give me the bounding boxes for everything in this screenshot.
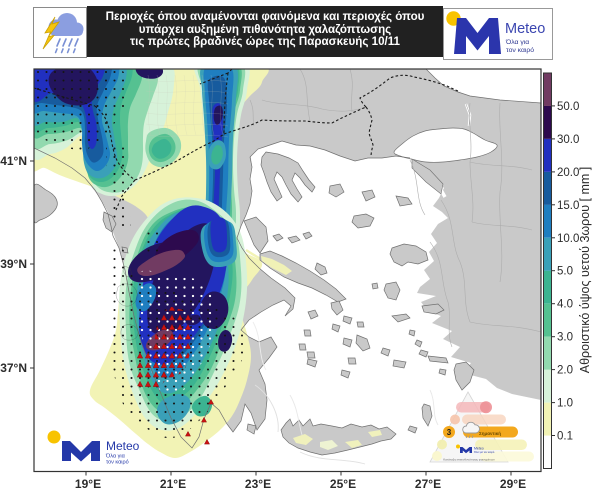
svg-text:Σημαντική: Σημαντική	[479, 431, 501, 436]
svg-text:29°E: 29°E	[500, 477, 526, 491]
svg-text:1.0: 1.0	[557, 398, 573, 410]
svg-text:20.0: 20.0	[557, 167, 579, 179]
svg-text:10.0: 10.0	[557, 233, 579, 245]
svg-text:Meteo: Meteo	[505, 21, 545, 37]
svg-text:50.0: 50.0	[557, 101, 579, 113]
svg-text:Όλα για: Όλα για	[105, 454, 126, 460]
svg-text:27°E: 27°E	[415, 477, 441, 491]
svg-text:19°E: 19°E	[75, 477, 101, 491]
svg-text:Κατάταξη επικινδυνότητας φαινο: Κατάταξη επικινδυνότητας φαινομένων	[443, 457, 495, 461]
svg-text:Αθροιστικό ύψος υετού 3ωρου [: Αθροιστικό ύψος υετού 3ωρου [ mm ]	[578, 167, 592, 374]
svg-text:τον καιρό: τον καιρό	[506, 46, 534, 54]
svg-text:15.0: 15.0	[557, 200, 579, 212]
svg-text:30.0: 30.0	[557, 134, 579, 146]
svg-text:37°N: 37°N	[0, 361, 27, 375]
svg-text:2.0: 2.0	[557, 365, 573, 377]
svg-text:Όλα για: Όλα για	[505, 39, 529, 46]
svg-text:Meteo: Meteo	[474, 447, 484, 451]
svg-text:Όλα για τον καιρό: Όλα για τον καιρό	[473, 450, 495, 454]
svg-text:τον καιρό: τον καιρό	[106, 459, 129, 466]
svg-text:41°N: 41°N	[0, 154, 27, 168]
svg-text:25°E: 25°E	[330, 477, 356, 491]
svg-text:23°E: 23°E	[245, 477, 271, 491]
svg-text:3.0: 3.0	[557, 332, 573, 344]
svg-text:4.0: 4.0	[557, 299, 573, 311]
svg-text:5.0: 5.0	[557, 266, 573, 278]
svg-text:21°E: 21°E	[160, 477, 186, 491]
svg-text:39°N: 39°N	[0, 257, 27, 271]
svg-text:0.1: 0.1	[557, 431, 573, 443]
svg-text:3: 3	[447, 428, 452, 437]
svg-text:Meteo: Meteo	[106, 439, 140, 453]
